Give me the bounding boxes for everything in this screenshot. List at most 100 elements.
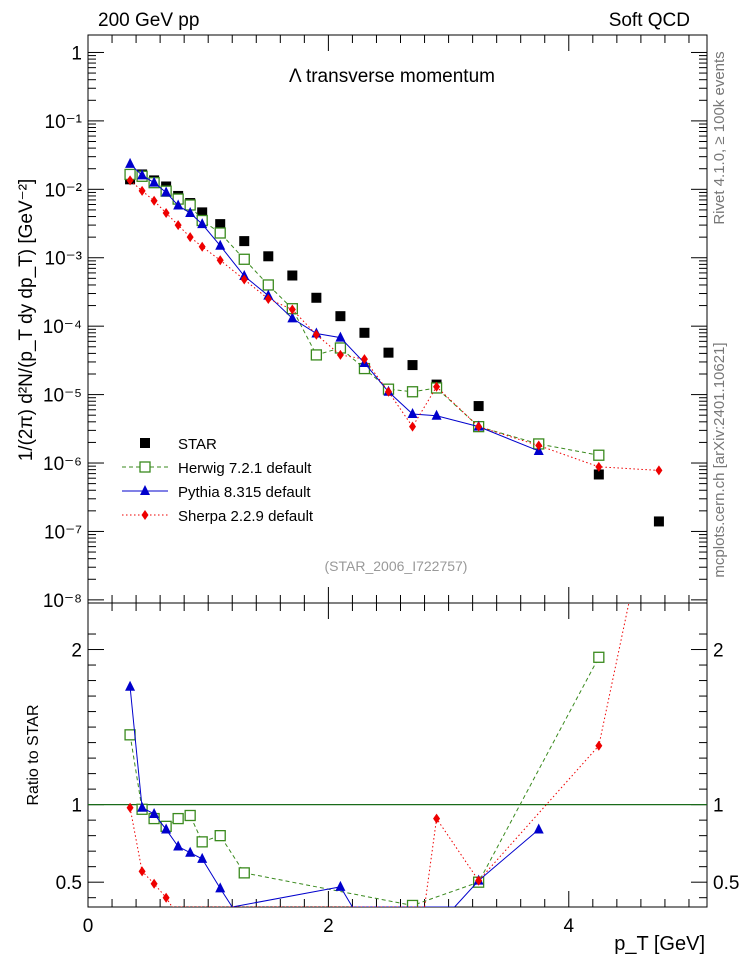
ratio-series-1 [125, 680, 544, 907]
ratio-point [214, 830, 226, 842]
series-3 [126, 175, 663, 476]
data-point [216, 255, 224, 266]
header-right: Soft QCD [609, 10, 690, 31]
main-y-tick-label: 10⁻⁴ [43, 317, 82, 338]
rivet-label: Rivet 4.1.0, ≥ 100k events [711, 51, 728, 224]
data-point [407, 360, 418, 371]
data-point [186, 232, 194, 243]
ratio-point [238, 867, 250, 879]
ratio-point [185, 846, 196, 857]
data-point [359, 327, 370, 338]
ratio-point [335, 880, 346, 891]
ratio-point [593, 651, 605, 663]
ratio-point [162, 892, 170, 903]
data-point [593, 449, 605, 461]
data-point [312, 329, 320, 340]
data-point [197, 207, 208, 218]
header-left: 200 GeV pp [98, 10, 199, 31]
ratio-series-line [129, 686, 540, 907]
legend: STAR Herwig 7.2.1 default Pythia 8.315 def… [122, 436, 314, 525]
data-point [263, 251, 274, 262]
ratio-y-tick-label: 1 [71, 796, 82, 817]
legend-label: Sherpa 2.2.9 default [178, 508, 314, 525]
ratio-y-axis-label: Ratio to STAR [25, 704, 42, 805]
data-point [384, 386, 392, 397]
data-point [288, 304, 296, 315]
data-point [336, 349, 344, 360]
data-point [214, 227, 226, 239]
data-point [335, 331, 346, 342]
ratio-point [184, 809, 196, 822]
data-point [431, 409, 442, 420]
mcplots-label: mcplots.cern.ch [arXiv:2401.10621] [711, 342, 728, 577]
data-point [360, 354, 368, 365]
main-y-tick-label: 10⁻³ [45, 249, 83, 270]
ratio-point [149, 807, 160, 818]
ratio-point [197, 852, 208, 863]
main-y-tick-label: 10⁻² [45, 180, 83, 201]
data-point [310, 349, 323, 361]
data-point [473, 401, 484, 412]
ratio-series-0 [124, 651, 605, 907]
ratio-point [161, 823, 172, 834]
ratio-point [172, 812, 184, 825]
data-point [433, 381, 441, 392]
ratio-point [125, 680, 136, 691]
legend-marker [140, 485, 150, 495]
data-point [161, 186, 172, 197]
data-point [215, 239, 226, 250]
legend-marker [140, 438, 150, 448]
main-y-axis-label: 1/(2π) d²N/(p_T dy dp_T) [GeV⁻²] [16, 179, 37, 462]
ratio-y-tick-label: 0.5 [56, 873, 82, 894]
data-point [409, 421, 417, 432]
data-point [149, 176, 160, 187]
data-point [287, 270, 298, 281]
main-y-tick-label: 10⁻¹ [45, 112, 83, 133]
main-axis-ticks: 1 10⁻¹ 10⁻² 10⁻³ 10⁻⁴ 10⁻⁵ 10⁻⁶ 10⁻⁷ 10⁻⁸ [43, 35, 707, 612]
ratio-point [196, 836, 208, 848]
ratio-point [137, 801, 148, 812]
data-point [240, 274, 248, 285]
ratio-y-tick-label-right: 1 [713, 796, 724, 817]
data-point [262, 279, 274, 291]
ratio-point [150, 878, 158, 889]
plot-title: Λ transverse momentum [289, 66, 495, 87]
data-point [335, 311, 346, 322]
ratio-series-line [129, 657, 600, 906]
data-point [215, 219, 226, 230]
ratio-series-layer [124, 603, 630, 907]
x-axis-label: p_T [GeV] [614, 933, 705, 955]
main-y-tick-label: 10⁻⁸ [43, 591, 82, 612]
data-point [137, 169, 148, 180]
ratio-point [595, 740, 603, 751]
ratio-point [406, 899, 419, 907]
x-tick-label: 4 [563, 916, 574, 937]
ratio-point [475, 875, 483, 886]
data-point [125, 157, 136, 168]
data-point [655, 465, 663, 476]
data-point [238, 253, 250, 265]
ratio-series-line [129, 603, 630, 907]
data-point [185, 207, 196, 218]
legend-marker [139, 461, 151, 473]
data-point [653, 516, 664, 527]
main-y-tick-label: 10⁻⁷ [44, 522, 82, 543]
data-point [239, 236, 250, 247]
data-point [198, 241, 206, 252]
data-point [383, 347, 394, 358]
data-point [406, 386, 419, 398]
data-point [595, 461, 603, 472]
ratio-point [215, 882, 226, 893]
ratio-plot-frame [87, 602, 708, 908]
ratio-point [533, 823, 544, 834]
data-point [162, 208, 170, 219]
data-point [126, 175, 134, 186]
main-y-tick-label: 1 [71, 43, 82, 64]
series-line [129, 180, 659, 471]
data-point [197, 218, 208, 229]
legend-label: Herwig 7.2.1 default [178, 460, 312, 477]
data-point [407, 408, 418, 419]
data-point [150, 195, 158, 206]
ratio-point [433, 813, 441, 824]
